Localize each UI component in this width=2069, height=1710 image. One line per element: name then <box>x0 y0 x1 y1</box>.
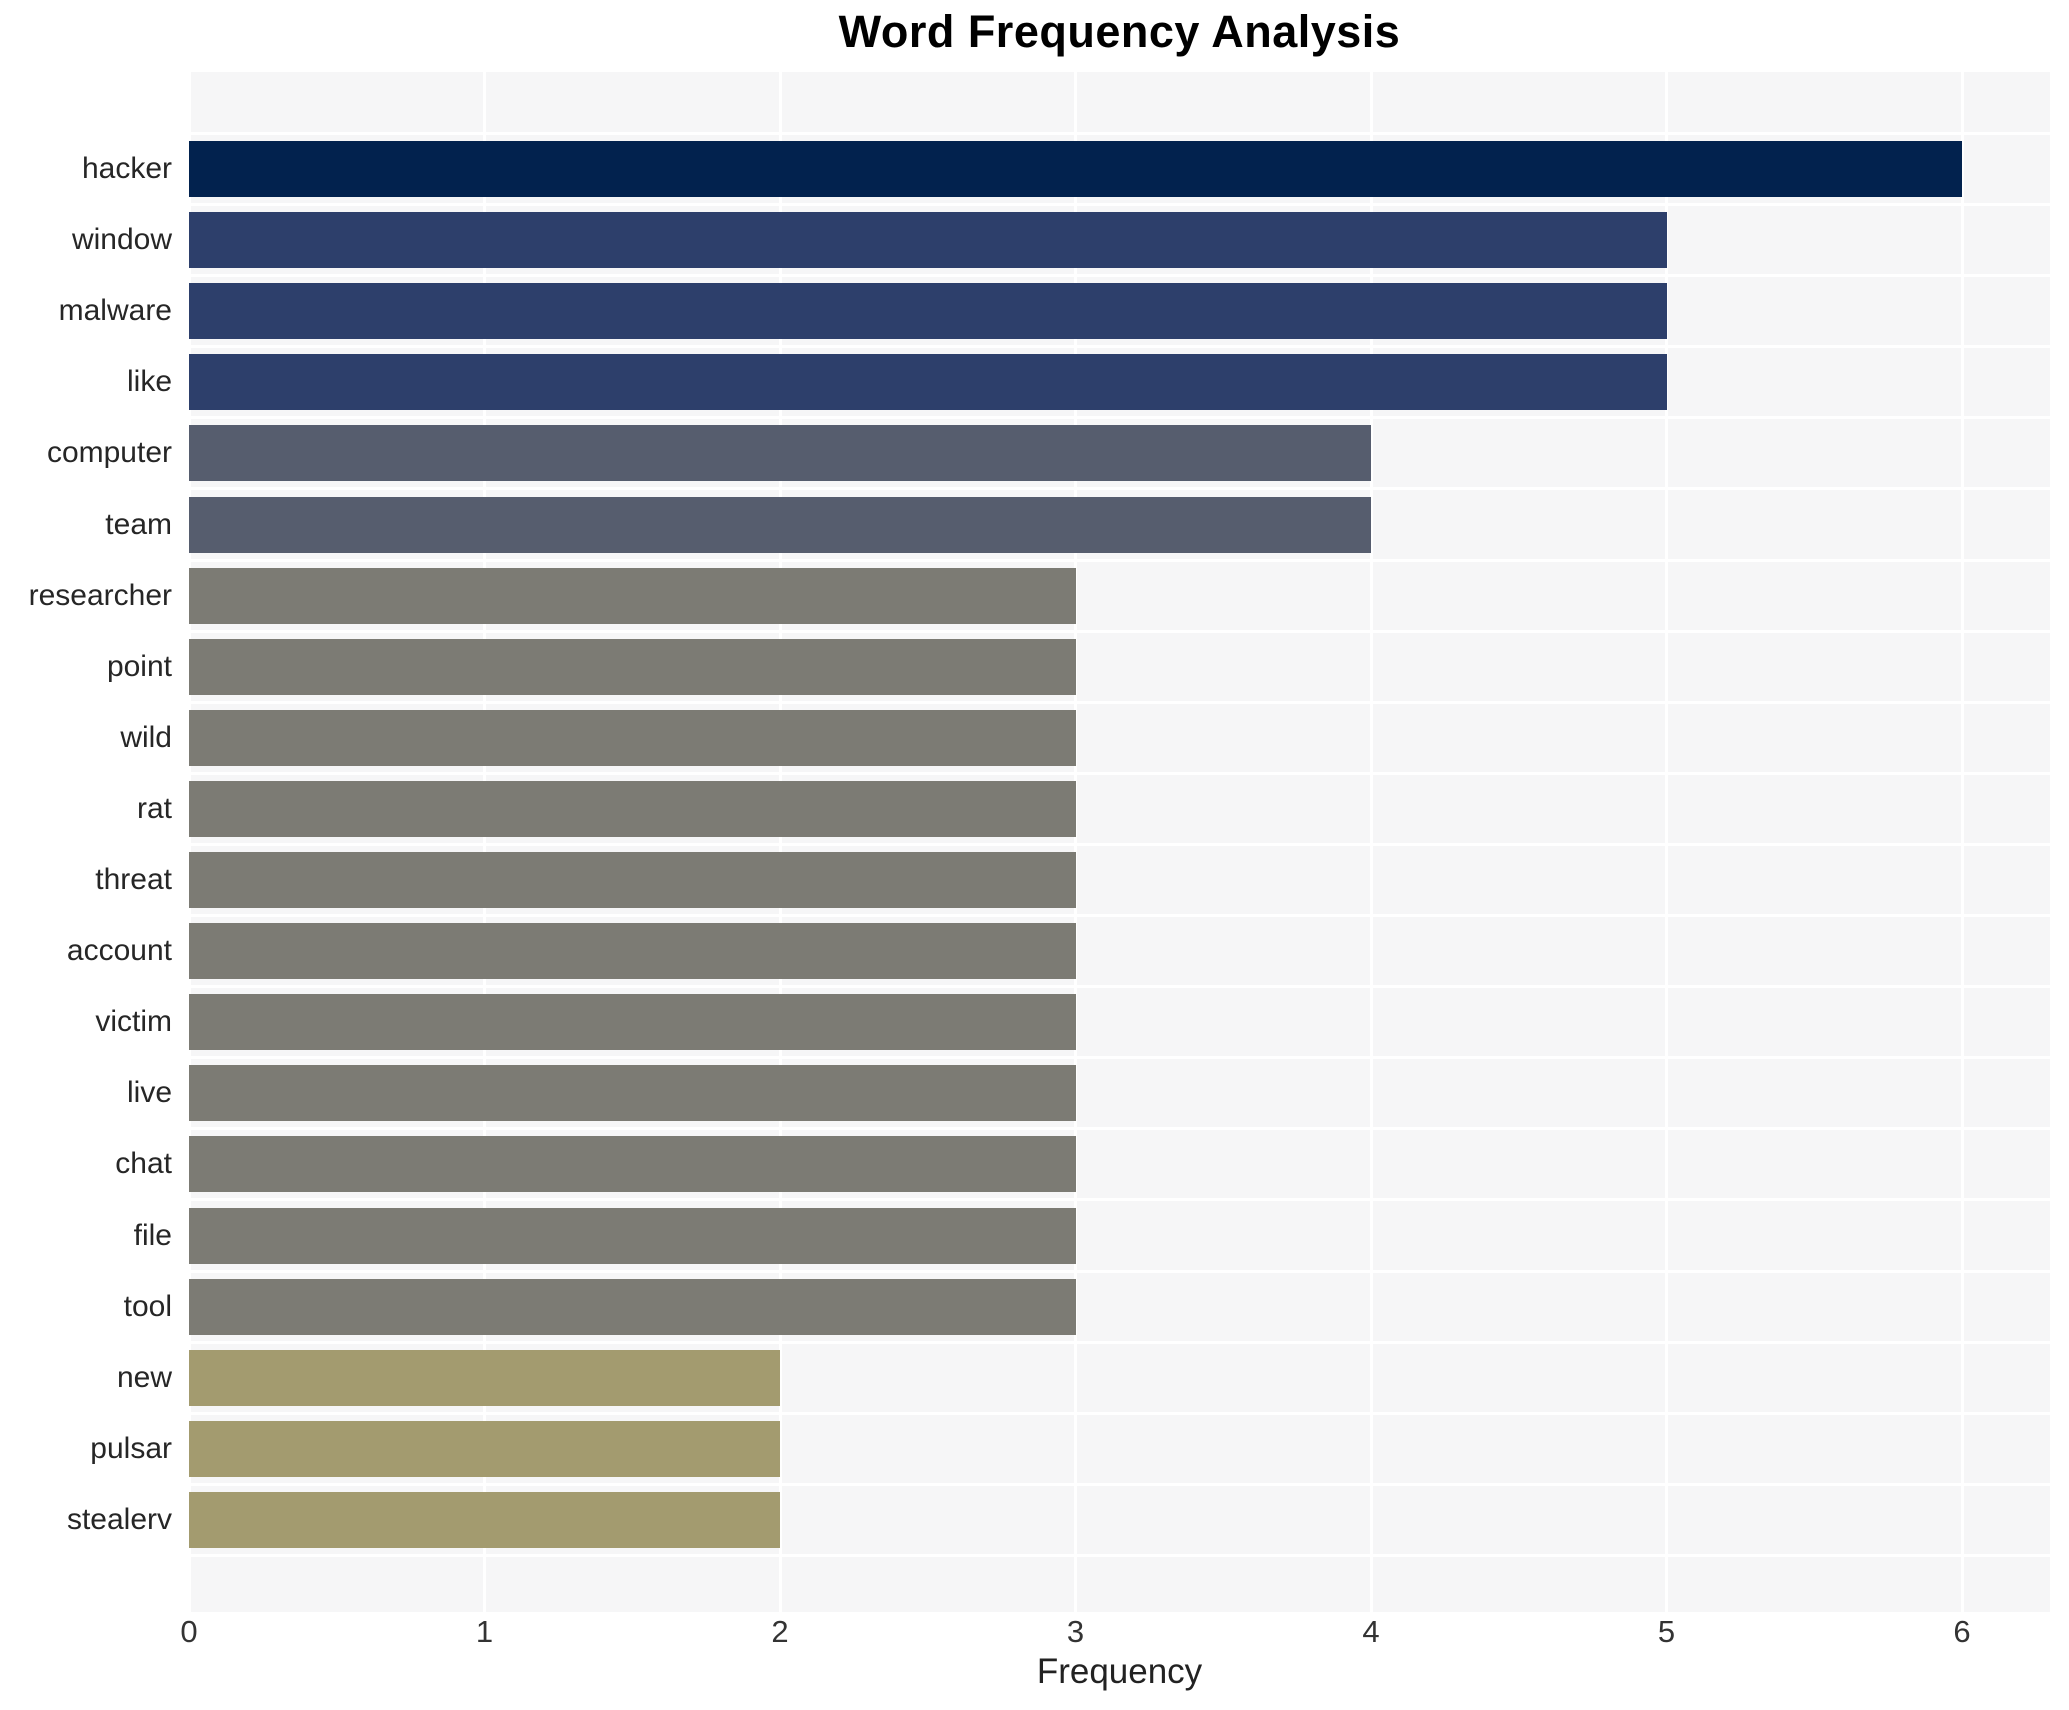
x-axis-tick-5: 5 <box>1657 1614 1676 1649</box>
horizontal-gridline <box>189 700 2050 704</box>
horizontal-gridline <box>189 1553 2050 1557</box>
y-axis-label-computer: computer <box>46 436 172 470</box>
bar-team <box>189 496 1371 553</box>
bar-rat <box>189 780 1076 837</box>
x-axis-tick-1: 1 <box>475 1614 494 1649</box>
y-axis-label-researcher: researcher <box>28 578 172 612</box>
y-axis-label-hacker: hacker <box>81 152 172 185</box>
vertical-gridline <box>1665 72 1668 1612</box>
bar-threat <box>189 852 1076 908</box>
bar-malware <box>189 283 1667 340</box>
bar-window <box>189 212 1667 269</box>
horizontal-gridline <box>189 1056 2050 1060</box>
bar-wild <box>189 709 1076 766</box>
horizontal-gridline <box>189 1340 2050 1344</box>
y-axis-label-window: window <box>71 223 172 257</box>
y-axis-label-point: point <box>106 649 172 683</box>
bar-file <box>189 1207 1076 1264</box>
y-axis-label-rat: rat <box>136 791 172 825</box>
horizontal-gridline <box>189 771 2050 775</box>
bar-new <box>189 1349 780 1406</box>
x-axis-tick-0: 0 <box>180 1614 198 1649</box>
bar-like <box>189 354 1667 411</box>
horizontal-gridline <box>189 1411 2050 1415</box>
horizontal-gridline <box>189 416 2050 420</box>
y-axis-label-tool: tool <box>123 1289 172 1323</box>
bar-point <box>189 638 1076 695</box>
horizontal-gridline <box>189 131 2050 135</box>
y-axis-label-threat: threat <box>95 863 172 896</box>
horizontal-gridline <box>189 1127 2050 1131</box>
horizontal-gridline <box>189 914 2050 918</box>
y-axis-label-chat: chat <box>115 1147 172 1181</box>
bar-hacker <box>189 141 1962 197</box>
vertical-gridline <box>187 72 191 1612</box>
plot-area <box>187 72 2050 1612</box>
bar-account <box>189 923 1076 980</box>
y-axis-label-account: account <box>66 934 172 968</box>
horizontal-gridline <box>189 274 2050 278</box>
vertical-gridline <box>483 72 486 1612</box>
x-axis-tick-2: 2 <box>771 1614 789 1649</box>
bar-pulsar <box>189 1420 780 1477</box>
bar-computer <box>189 425 1371 482</box>
horizontal-gridline <box>189 985 2050 989</box>
x-axis-tick-6: 6 <box>1953 1614 1971 1649</box>
horizontal-gridline <box>189 558 2050 562</box>
y-axis-label-file: file <box>133 1218 172 1252</box>
bar-live <box>189 1065 1076 1122</box>
horizontal-gridline <box>189 1198 2050 1202</box>
horizontal-gridline <box>189 1269 2050 1273</box>
chart-title: Word Frequency Analysis <box>838 6 1401 57</box>
vertical-gridline <box>778 72 782 1612</box>
y-axis-label-malware: malware <box>58 294 172 328</box>
horizontal-gridline <box>189 487 2050 491</box>
horizontal-gridline <box>189 842 2050 846</box>
horizontal-gridline <box>189 203 2050 207</box>
x-axis-tick-3: 3 <box>1066 1614 1085 1649</box>
y-axis-label-new: new <box>116 1360 172 1394</box>
bar-victim <box>189 994 1076 1051</box>
y-axis-label-victim: victim <box>95 1005 172 1039</box>
y-axis-label-pulsar: pulsar <box>90 1431 172 1465</box>
y-axis-label-wild: wild <box>120 720 172 754</box>
vertical-gridline <box>1369 72 1373 1612</box>
horizontal-gridline <box>189 345 2050 349</box>
bar-chat <box>189 1136 1076 1193</box>
bar-stealerv <box>189 1491 780 1548</box>
y-axis-label-live: live <box>126 1076 172 1110</box>
y-axis-label-stealerv: stealerv <box>66 1502 172 1536</box>
vertical-gridline <box>1074 72 1077 1612</box>
x-axis-tick-4: 4 <box>1362 1614 1380 1649</box>
x-axis-title: Frequency <box>1036 1652 1203 1691</box>
horizontal-gridline <box>189 1482 2050 1486</box>
vertical-gridline <box>1960 72 1964 1612</box>
horizontal-gridline <box>189 629 2050 633</box>
bar-researcher <box>189 567 1076 624</box>
y-axis-label-like: like <box>126 365 172 399</box>
bar-tool <box>189 1278 1076 1335</box>
y-axis-label-team: team <box>105 507 172 541</box>
